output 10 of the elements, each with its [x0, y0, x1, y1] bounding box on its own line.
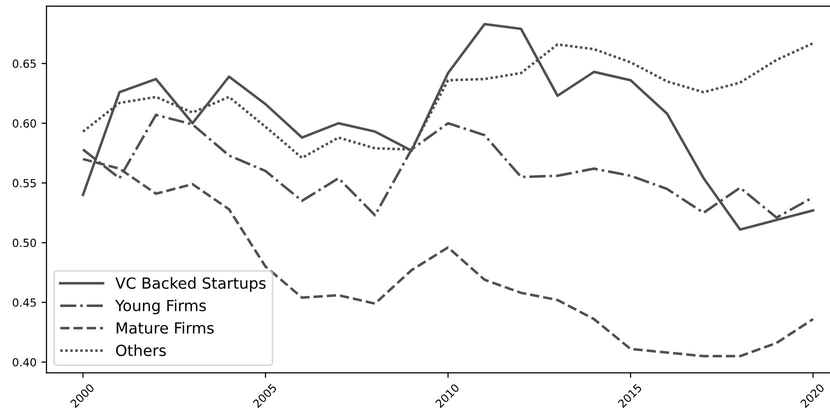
y-tick-label: 0.65	[12, 59, 36, 68]
legend-label: VC Backed Startups	[115, 277, 266, 292]
y-tick-label: 0.40	[12, 358, 36, 366]
legend-label: Mature Firms	[116, 322, 214, 334]
y-tick-label: 0.60	[12, 119, 36, 128]
y-tick-label: 0.45	[12, 298, 36, 307]
legend-label: Young Firms	[115, 299, 206, 314]
y-tick-label: 0.55	[12, 178, 36, 188]
legend-label: Others	[116, 344, 166, 356]
y-tick-label: 0.50	[12, 238, 36, 248]
